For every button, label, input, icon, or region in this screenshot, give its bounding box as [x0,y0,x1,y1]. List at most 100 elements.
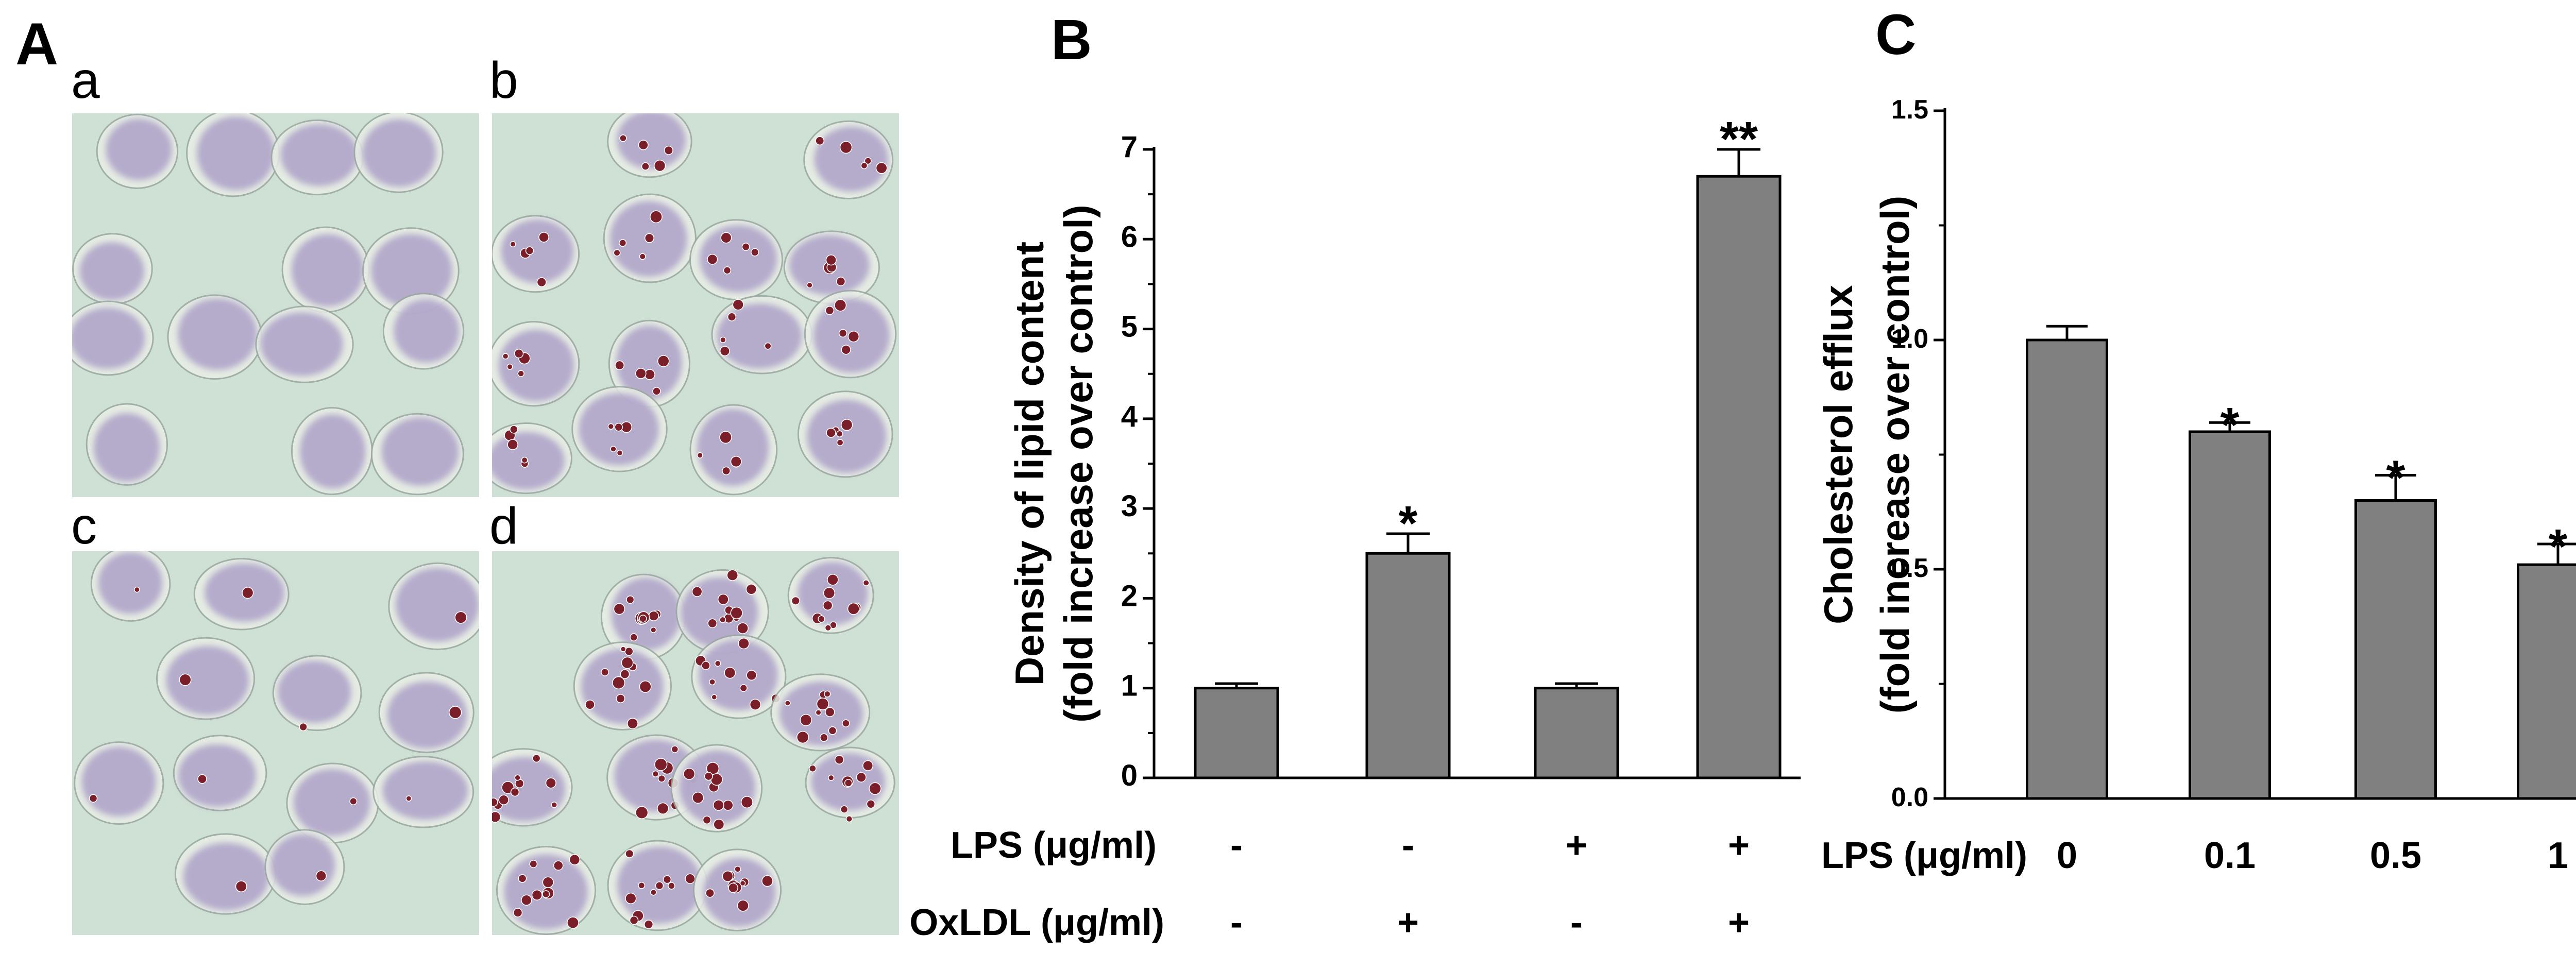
cell-nucleus [270,834,335,896]
lipid-droplet [650,889,657,896]
cell-nucleus [291,234,364,307]
y-tick-label: 0.0 [1891,783,1928,812]
cell-nucleus [381,417,459,486]
lipid-droplet [722,800,734,811]
y-tick-label: 7 [1121,130,1138,164]
lipid-droplet [242,587,254,599]
lipid-droplet [761,875,773,887]
cell-nucleus [501,219,574,283]
lipid-droplet [638,140,649,150]
cell-nucleus [362,119,436,187]
bar [2026,338,2108,800]
cell-nucleus [498,329,574,402]
lipid-droplet [732,299,744,311]
cell-nucleus [72,308,145,369]
lipid-droplet [639,253,646,260]
lipid-droplet [717,593,729,605]
lipid-droplet [619,134,627,142]
lipid-droplet [134,586,140,593]
lipid-droplet [730,606,743,619]
lipid-droplet [542,890,550,898]
row-value: - [1230,902,1243,943]
lipid-droplet [709,678,716,686]
lipid-droplet [834,755,844,764]
lipid-droplet [657,355,670,367]
bar [1194,687,1279,779]
lipid-droplet [815,709,822,716]
bar [2354,499,2437,800]
lipid-droplet [514,774,521,781]
lipid-droplet [826,428,836,438]
lipid-droplet [707,253,718,265]
lipid-droplet [862,760,874,771]
lipid-droplet [536,277,547,287]
lipid-droplet [704,772,713,781]
y-axis-label-line2: (fold increase over control) [1872,196,1918,714]
cell-nucleus [93,413,160,482]
lipid-droplet [525,246,534,255]
lipid-droplet [405,795,412,802]
cell-nucleus [183,842,269,910]
lipid-droplet [724,667,736,679]
lipid-droplet [506,363,513,370]
cell-nucleus [716,303,802,369]
lipid-droplet [601,668,609,676]
lipid-droplet [719,346,730,356]
lipid-droplet [630,633,638,641]
micrograph-a-label: a [71,52,100,109]
lipid-droplet [751,248,759,257]
lipid-droplet [654,758,668,771]
lipid-droplet [697,452,703,458]
cell-nucleus [166,645,249,715]
lipid-droplet [515,778,524,789]
lipid-droplet [836,439,844,446]
lipid-droplet [513,908,523,917]
row-value: - [1230,825,1243,866]
lipid-droplet [828,774,835,781]
row-value: + [1566,825,1587,866]
lipid-droplet [842,719,850,727]
lipid-droplet [713,800,724,811]
lipid-droplet [650,626,657,633]
cell-nucleus [806,399,887,473]
cell-nucleus [178,298,258,370]
lipid-droplet [643,920,654,929]
lipid-droplet [538,232,549,243]
lipid-droplet [542,876,554,888]
lipid-droplet [839,141,853,154]
lipid-droplet [692,792,704,804]
cell-nucleus [260,312,343,376]
significance-label: * [2549,519,2568,574]
cell-nucleus [616,113,686,169]
lipid-droplet [668,882,675,890]
cell-nucleus [393,299,460,363]
lipid-droplet [657,802,669,814]
y-tick-label: 5 [1121,310,1138,344]
lipid-droplet [652,770,659,777]
cell-nucleus [492,757,566,822]
lipid-droplet [639,680,652,693]
cell-nucleus [293,769,370,836]
cell-nucleus [299,414,366,489]
micrograph-b-label: b [489,52,518,109]
x-tick-label: 0.5 [2370,835,2421,876]
panel-a-label: A [15,11,58,77]
cell-nucleus [814,126,889,192]
cell-nucleus [697,409,769,486]
lipid-droplet [616,449,623,456]
lipid-droplet [639,615,647,623]
micrograph-c-label: c [71,497,97,555]
lipid-droplet [806,282,813,288]
lipid-droplet [545,777,556,789]
lipid-droplet [784,700,791,706]
cell-nucleus [395,568,479,642]
cell-nucleus [371,234,452,308]
lipid-droplet [866,800,876,809]
lipid-droplet [644,233,654,243]
lipid-droplet [705,888,715,898]
lipid-droplet [824,690,831,698]
lipid-droplet [800,713,812,726]
lipid-droplet [719,616,726,623]
cell-nucleus [280,124,358,186]
cell-nucleus [81,746,156,817]
